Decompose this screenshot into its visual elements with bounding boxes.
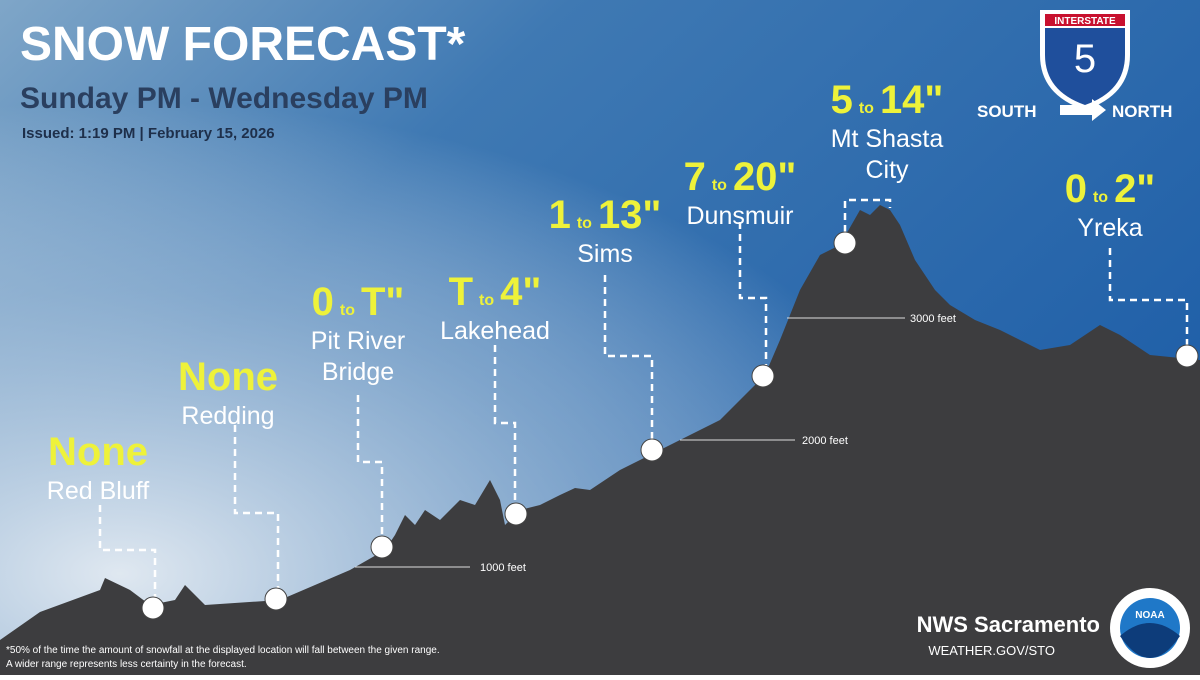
terrain	[0, 205, 1200, 675]
logo-text: NOAA	[1135, 610, 1164, 621]
location-marker	[141, 596, 165, 620]
leader-line	[738, 222, 768, 366]
location-name: Lakehead	[440, 317, 550, 345]
amount-low: 7	[684, 155, 706, 199]
location-marker	[751, 364, 775, 388]
issued: Issued: 1:19 PM | February 15, 2026	[22, 125, 275, 142]
elevation-label: 2000 feet	[802, 435, 848, 447]
range-word: to	[859, 100, 874, 117]
footnote: A wider range represents less certainty …	[6, 659, 247, 670]
location-name: Sims	[577, 240, 633, 268]
location-marker	[504, 502, 528, 526]
location-marker	[833, 231, 857, 255]
location-marker	[264, 587, 288, 611]
amount-low: 0	[1065, 167, 1087, 211]
amount-low: 0	[312, 280, 334, 324]
elevation-label: 1000 feet	[480, 562, 526, 574]
amount-high: 14"	[880, 78, 943, 122]
location-name: Redding	[181, 402, 274, 430]
location-name: Pit River	[311, 327, 405, 355]
location-name: Red Bluff	[47, 477, 149, 505]
amount: None	[178, 355, 278, 399]
location: 5 to 14" Mt Shasta City	[831, 78, 944, 255]
noaa-logo: NOAA	[1110, 588, 1190, 668]
leader-line	[98, 505, 157, 598]
title: SNOW FORECAST*	[20, 18, 466, 71]
location: 1 to 13" Sims	[549, 193, 664, 462]
amount-low: 5	[831, 78, 853, 122]
location: 7 to 20" Dunsmuir	[684, 155, 797, 388]
range-word: to	[1093, 189, 1108, 206]
footnote: *50% of the time the amount of snowfall …	[6, 645, 440, 656]
amount-high: 20"	[733, 155, 796, 199]
location-name: Yreka	[1077, 214, 1142, 242]
location-marker	[1175, 344, 1199, 368]
location-name: City	[865, 156, 909, 184]
amount-low: T	[449, 270, 473, 314]
leader-line	[603, 275, 654, 440]
leader-line	[843, 198, 892, 232]
amount-low: 1	[549, 193, 571, 237]
location: 0 to 2" Yreka	[1065, 167, 1199, 368]
leader-line	[493, 345, 517, 504]
location: 0 to T" Pit River Bridge	[311, 280, 405, 559]
snow-amount: 5 to 14"	[831, 78, 944, 122]
amount-high: 4"	[500, 270, 541, 314]
snow-amount: 0 to 2"	[1065, 167, 1156, 211]
shield-number: 5	[1074, 37, 1096, 81]
office: NWS Sacramento	[917, 612, 1100, 637]
leader-line	[356, 395, 384, 537]
leader-line	[233, 425, 280, 590]
location-marker	[640, 438, 664, 462]
range-word: to	[577, 215, 592, 232]
snow-amount: 0 to T"	[312, 280, 405, 324]
shield-top: INTERSTATE	[1054, 16, 1116, 27]
snow-amount: None	[48, 430, 148, 474]
subtitle: Sunday PM - Wednesday PM	[20, 82, 428, 115]
interstate-shield: INTERSTATE 5	[1040, 10, 1130, 110]
direction-to: NORTH	[1112, 102, 1172, 121]
amount: None	[48, 430, 148, 474]
location-name: Mt Shasta	[831, 125, 944, 153]
snow-amount: 1 to 13"	[549, 193, 662, 237]
location: None Red Bluff	[47, 430, 165, 620]
snow-amount: 7 to 20"	[684, 155, 797, 199]
elevation-lines	[355, 317, 905, 568]
location-name: Dunsmuir	[687, 202, 794, 230]
location: None Redding	[178, 355, 288, 611]
amount-high: 2"	[1114, 167, 1155, 211]
location-name: Bridge	[322, 358, 394, 386]
leader-line	[1108, 248, 1189, 346]
location-marker	[370, 535, 394, 559]
direction-from: SOUTH	[977, 102, 1037, 121]
amount-high: 13"	[598, 193, 661, 237]
range-word: to	[712, 177, 727, 194]
range-word: to	[340, 302, 355, 319]
elevation-label: 3000 feet	[910, 313, 956, 325]
range-word: to	[479, 292, 494, 309]
url: WEATHER.GOV/STO	[928, 643, 1055, 658]
snow-amount: None	[178, 355, 278, 399]
direction-arrow	[1060, 99, 1106, 121]
amount-high: T"	[361, 280, 404, 324]
